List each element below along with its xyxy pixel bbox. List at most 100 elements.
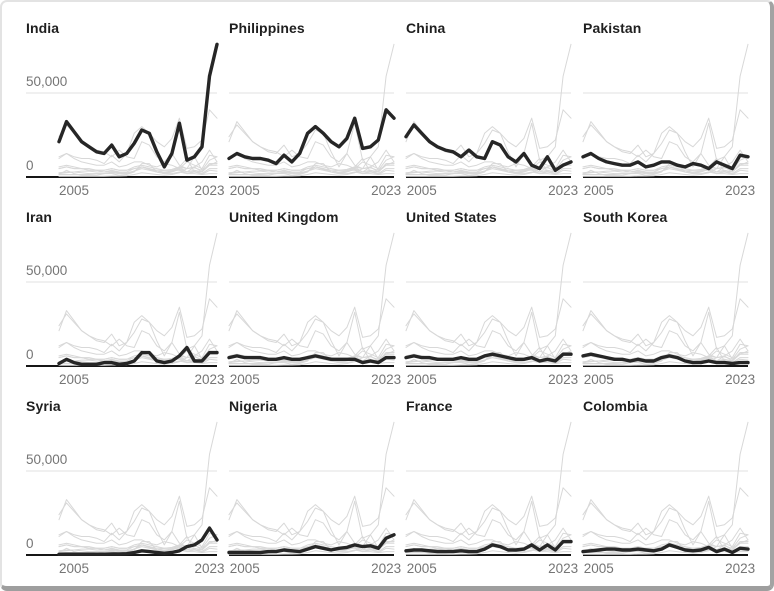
context-line xyxy=(405,345,572,364)
chart-panel: United Kingdom 2005 2023 xyxy=(227,209,401,390)
context-line xyxy=(58,232,218,357)
x-tick-label: 2005 xyxy=(407,561,437,576)
panel-plot: 2005 2023 xyxy=(404,421,578,576)
panel-plot: 2005 2023 xyxy=(581,43,755,198)
x-tick-label: 2005 xyxy=(59,561,89,576)
context-line xyxy=(582,109,749,165)
chart-panel: Nigeria 2005 2023 xyxy=(227,398,401,579)
context-line xyxy=(228,542,395,553)
x-tick-label: 2023 xyxy=(194,372,224,387)
context-line xyxy=(228,345,395,364)
context-line xyxy=(58,502,218,549)
context-line xyxy=(58,421,218,546)
context-line xyxy=(582,156,749,175)
x-tick-label: 2005 xyxy=(230,561,260,576)
highlight-line xyxy=(57,526,219,557)
context-line xyxy=(228,531,395,548)
panel-title: Philippines xyxy=(229,20,305,36)
highlight-line xyxy=(57,345,219,367)
highlight-line xyxy=(404,352,573,363)
context-line xyxy=(58,487,218,543)
context-line xyxy=(58,544,218,553)
panel-plot: 2005 2023 xyxy=(404,43,578,198)
context-line xyxy=(405,342,572,359)
chart-panel: Philippines 2005 2023 xyxy=(227,20,401,201)
x-tick-label: 2005 xyxy=(230,372,260,387)
chart-panel: South Korea 2005 2023 xyxy=(581,209,755,390)
context-line xyxy=(405,166,572,175)
panel-title: Nigeria xyxy=(229,398,278,414)
panel-plot: 2005 2023 xyxy=(227,421,401,576)
context-line xyxy=(582,166,749,175)
chart-panel: Pakistan 2005 2023 xyxy=(581,20,755,201)
chart-panel: Iran 50,000 0 2005 2023 xyxy=(26,209,224,390)
context-line xyxy=(228,156,395,175)
x-tick-label: 2023 xyxy=(371,372,401,387)
x-tick-label: 2023 xyxy=(548,561,578,576)
y-tick-label: 0 xyxy=(26,158,34,173)
x-tick-label: 2005 xyxy=(230,183,260,198)
context-line xyxy=(582,345,749,364)
context-line xyxy=(582,164,749,175)
chart-panel: United States 2005 2023 xyxy=(404,209,578,390)
context-line xyxy=(582,298,749,354)
context-line xyxy=(405,487,572,543)
panel-title: South Korea xyxy=(583,209,668,225)
panel-title: Colombia xyxy=(583,398,648,414)
panel-title: Syria xyxy=(26,398,61,414)
chart-panel: China 2005 2023 xyxy=(404,20,578,201)
context-line xyxy=(228,298,395,354)
panel-title: France xyxy=(406,398,453,414)
context-line xyxy=(228,342,395,359)
chart-panel: India 50,000 0 2005 2023 xyxy=(26,20,224,201)
context-line xyxy=(582,342,749,359)
x-tick-label: 2005 xyxy=(584,183,614,198)
panel-plot: 2005 2023 xyxy=(227,43,401,198)
context-line xyxy=(228,164,395,175)
context-line xyxy=(228,502,395,549)
context-line xyxy=(228,487,395,543)
context-line xyxy=(405,156,572,175)
context-line xyxy=(228,313,395,360)
context-line xyxy=(228,421,395,546)
context-line xyxy=(228,166,395,175)
context-line xyxy=(582,232,749,357)
x-tick-label: 2023 xyxy=(725,372,755,387)
context-line xyxy=(58,313,218,360)
context-line xyxy=(58,124,218,171)
y-tick-label: 50,000 xyxy=(26,74,67,89)
x-tick-label: 2005 xyxy=(407,372,437,387)
x-tick-label: 2005 xyxy=(407,183,437,198)
chart-panel: Syria 50,000 0 2005 2023 xyxy=(26,398,224,579)
panel-title: United States xyxy=(406,209,497,225)
highlight-line xyxy=(227,108,396,166)
context-line xyxy=(405,502,572,549)
context-line xyxy=(58,531,218,548)
panel-title: Iran xyxy=(26,209,53,225)
y-tick-label: 50,000 xyxy=(26,263,67,278)
context-line xyxy=(405,164,572,175)
panel-plot: 50,000 0 2005 2023 xyxy=(26,42,224,198)
context-line xyxy=(58,109,218,165)
chart-panel: Colombia 2005 2023 xyxy=(581,398,755,579)
panel-plot: 2005 2023 xyxy=(581,421,755,576)
y-tick-label: 0 xyxy=(26,536,34,551)
y-tick-label: 50,000 xyxy=(26,452,67,467)
highlight-line xyxy=(581,543,750,555)
highlight-line xyxy=(227,533,396,555)
chart-panel: France 2005 2023 xyxy=(404,398,578,579)
panel-plot: 2005 2023 xyxy=(581,232,755,387)
x-tick-label: 2023 xyxy=(548,372,578,387)
panel-plot: 2005 2023 xyxy=(227,232,401,387)
y-tick-label: 0 xyxy=(26,347,34,362)
highlight-line xyxy=(404,123,573,173)
context-line xyxy=(582,43,749,168)
context-line xyxy=(405,109,572,165)
context-line xyxy=(405,421,572,546)
x-tick-label: 2023 xyxy=(194,183,224,198)
x-tick-label: 2005 xyxy=(59,183,89,198)
panel-plot: 2005 2023 xyxy=(404,232,578,387)
context-line xyxy=(58,542,218,553)
x-tick-label: 2023 xyxy=(725,183,755,198)
